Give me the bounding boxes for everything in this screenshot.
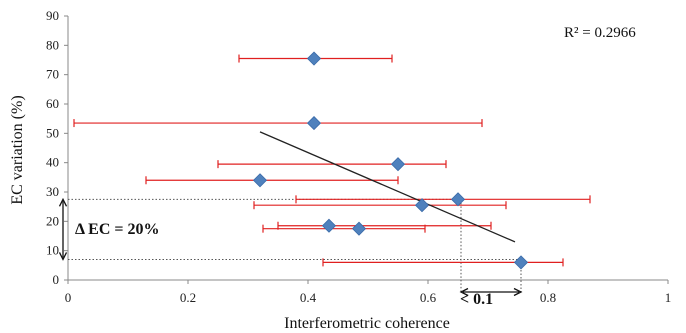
x-tick-label: 0.4 (300, 290, 317, 305)
trendline (259, 131, 516, 243)
x-axis-title: Interferometric coherence (284, 315, 450, 332)
y-tick-label: 50 (46, 125, 59, 140)
data-point (390, 157, 406, 172)
y-axis-title: EC variation (%) (9, 95, 26, 204)
x-tick-label: 0.8 (540, 290, 556, 305)
tick-labels: 0 10 20 30 40 50 60 70 80 90 0 0.2 0.4 0.6 0.8 1 (46, 8, 671, 305)
y-tick-label: 0 (53, 272, 60, 287)
y-tick-label: 40 (46, 155, 59, 170)
data-point (450, 192, 466, 207)
r-squared-label: R² = 0.2966 (564, 25, 636, 41)
y-tick-label: 80 (46, 37, 59, 52)
y-tick-label: 70 (46, 67, 59, 82)
delta-ec-arrowhead-down (58, 252, 68, 261)
delta-ec-arrowhead-up (58, 197, 68, 207)
data-point (306, 51, 322, 66)
trendline-segment (259, 131, 516, 243)
y-tick-label: 30 (46, 184, 59, 199)
data-point (306, 116, 322, 131)
data-point (252, 173, 268, 188)
data-points (252, 51, 529, 270)
data-point (414, 198, 430, 213)
x-tick-label: 0.2 (180, 290, 196, 305)
data-point (321, 218, 337, 233)
x-tick-label: 1 (665, 290, 672, 305)
delta-coherence-annotation: < 0.1 (460, 291, 493, 308)
x-tick-label: 0 (65, 290, 72, 305)
x-tick-label: 0.6 (420, 290, 437, 305)
data-point (513, 255, 529, 270)
error-bars (73, 54, 591, 267)
delta-ec-annotation: Δ EC = 20% (75, 221, 160, 238)
plot-area (64, 15, 669, 284)
y-tick-label: 90 (46, 8, 59, 23)
y-tick-label: 20 (46, 213, 59, 228)
delta-coherence-arrowhead-left (459, 287, 469, 297)
y-tick-label: 10 (46, 243, 59, 258)
delta-coherence-arrowhead-right (513, 287, 523, 297)
data-point (351, 221, 367, 236)
reference-lines (58, 197, 523, 297)
y-tick-label: 60 (46, 96, 59, 111)
